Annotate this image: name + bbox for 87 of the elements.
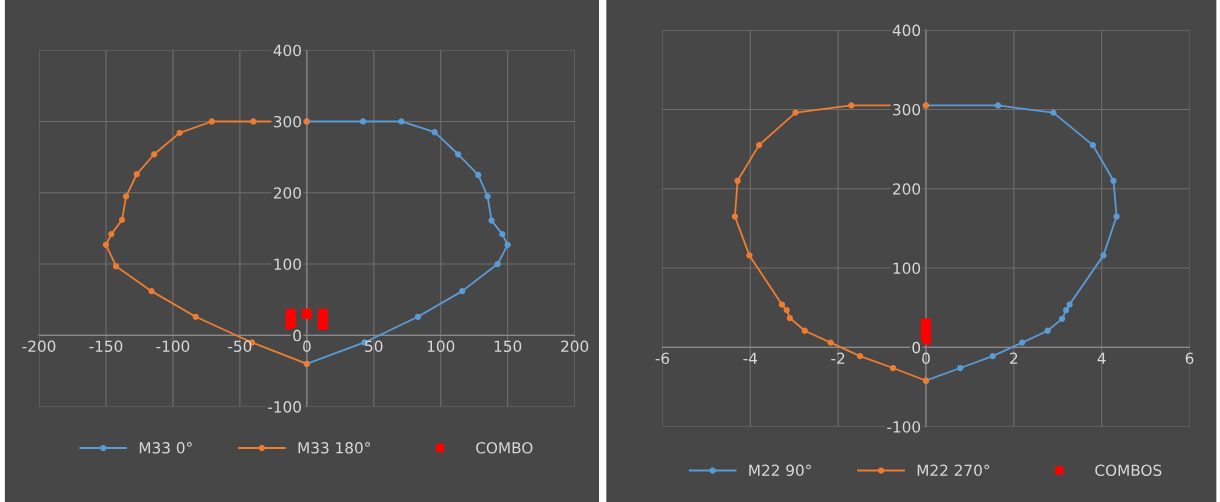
point — [414, 313, 422, 320]
x-tick-label: 150 — [494, 340, 522, 353]
x-tick-label: 100 — [427, 340, 455, 353]
point — [108, 230, 115, 238]
x-tick-label: -150 — [89, 340, 123, 353]
point — [792, 109, 799, 116]
x-tick-label: 4 — [1097, 352, 1106, 364]
legend-label: M33 0° — [139, 442, 192, 454]
point — [920, 318, 932, 329]
point — [786, 314, 793, 322]
point — [459, 288, 466, 295]
y-tick-label: 200 — [893, 183, 921, 195]
point — [1044, 327, 1051, 334]
point — [484, 193, 491, 200]
y-tick-label: 200 — [273, 187, 301, 199]
y-tick-label: 100 — [893, 262, 921, 275]
point — [957, 364, 964, 372]
point — [102, 241, 110, 248]
point — [731, 213, 739, 220]
point — [1059, 315, 1066, 322]
point — [176, 129, 183, 137]
point — [455, 151, 462, 158]
legend-label: COMBOS — [1095, 464, 1162, 477]
point — [734, 177, 741, 184]
point — [1110, 177, 1117, 184]
point — [431, 129, 438, 136]
y-tick-label: 100 — [274, 258, 301, 271]
point — [889, 364, 897, 372]
x-tick-label: 6 — [1185, 352, 1194, 365]
point — [1089, 142, 1097, 149]
point — [1066, 301, 1073, 308]
point — [494, 260, 501, 268]
x-tick-label: 2 — [1010, 352, 1018, 364]
point — [475, 171, 482, 179]
x-tick-label: -50 — [228, 340, 252, 353]
x-tick-label: 200 — [561, 340, 589, 353]
point — [1100, 252, 1107, 259]
point — [856, 352, 864, 360]
legend-label: M22 270° — [917, 464, 990, 477]
point — [994, 102, 1002, 109]
y-tick-label: 300 — [893, 103, 921, 116]
point — [778, 301, 786, 308]
x-tick-label: -6 — [655, 352, 670, 365]
point — [488, 217, 495, 224]
point — [208, 118, 215, 125]
point — [801, 327, 808, 334]
legend-label: COMBO — [476, 442, 533, 454]
point — [359, 118, 367, 125]
point — [112, 263, 120, 270]
y-tick-label: 0 — [293, 329, 301, 342]
point — [1050, 109, 1057, 116]
point — [250, 118, 257, 125]
point — [827, 339, 834, 346]
point — [1062, 306, 1070, 314]
point — [755, 142, 763, 149]
point — [133, 171, 140, 178]
point — [192, 313, 199, 320]
point — [285, 308, 296, 320]
x-tick-label: -2 — [831, 352, 845, 364]
point — [148, 288, 155, 295]
y-tick-label: -100 — [887, 421, 921, 433]
point — [398, 118, 405, 125]
x-tick-label: -100 — [156, 340, 190, 353]
x-tick-label: 0 — [922, 352, 930, 365]
x-tick-label: -200 — [22, 340, 56, 353]
point — [301, 308, 312, 320]
y-tick-label: 300 — [273, 115, 301, 128]
point — [1019, 339, 1026, 346]
x-tick-label: 50 — [365, 340, 383, 353]
x-tick-label: 0 — [302, 340, 311, 353]
point — [151, 151, 158, 158]
x-tick-label: -4 — [743, 352, 758, 364]
point — [746, 252, 753, 259]
y-tick-label: 400 — [892, 24, 921, 37]
point — [989, 352, 996, 360]
point — [499, 230, 506, 238]
point — [783, 306, 790, 314]
point — [118, 216, 126, 223]
point — [848, 102, 855, 109]
y-tick-label: 400 — [273, 44, 301, 57]
point — [1113, 213, 1120, 220]
point — [317, 308, 328, 320]
y-tick-label: -100 — [268, 401, 301, 413]
point — [122, 193, 130, 200]
point — [504, 241, 511, 248]
legend-label: M22 90° — [749, 464, 811, 477]
legend-label: M33 180° — [298, 442, 370, 454]
